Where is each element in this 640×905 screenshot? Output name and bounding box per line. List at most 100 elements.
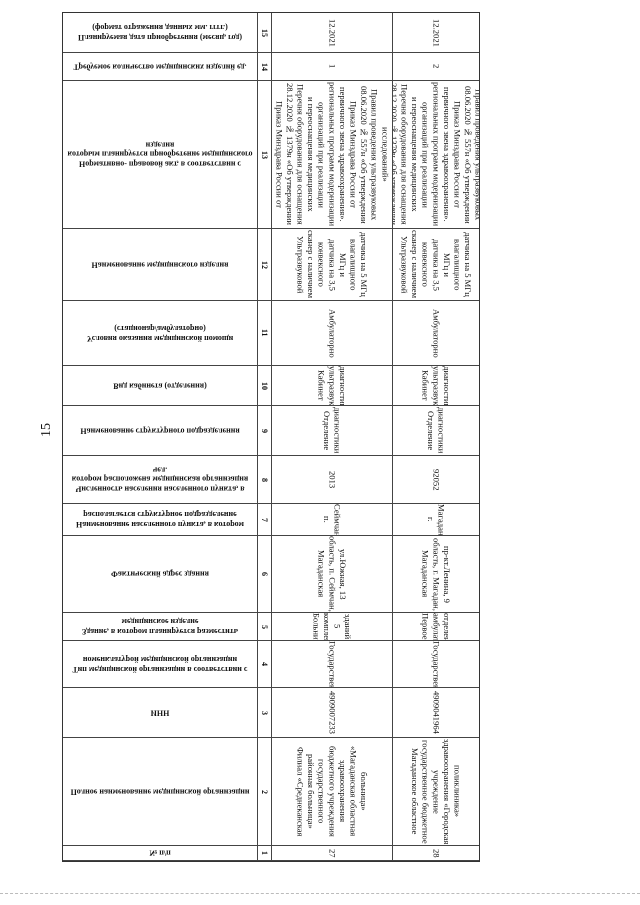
cell-row-28-text: Амбулаторно [431,308,442,358]
cell-row-28: Кабинет ультразвуковой диагностики [393,366,479,406]
column-header: Наименование медицинского изделия [63,229,258,301]
column-number-text: 13 [260,150,269,159]
cell-row-27: 2013 [272,456,393,504]
column-number-text: 12 [260,260,269,269]
cell-row-27-text: 4909007233 [327,691,338,734]
cell-row-27-text: 27 [327,848,338,858]
cell-row-28: Первое амбулаторное отделение [393,613,479,641]
cell-row-27-text: Больничный комплекс 5 зданий [311,613,354,641]
cell-row-27-text: Амбулаторно [327,308,338,358]
column-number: 13 [258,81,272,229]
column-number-text: 3 [260,710,269,715]
cell-row-28-text: Магаданская область, г. Магадан, пр-кт.Л… [420,537,452,611]
cell-row-28: г. Магадан [393,504,479,536]
column-header-text: Требуемое количество медицинских изделий… [73,62,247,72]
cell-row-28-text: 92052 [431,468,442,491]
column-number: 3 [258,688,272,738]
cell-row-28-text: г. Магадан [426,504,447,536]
column-header: Полное наименование медицинской организа… [63,738,258,846]
column-number: 14 [258,53,272,81]
column-number: 4 [258,641,272,688]
cell-row-27: Больничный комплекс 5 зданий [272,613,393,641]
column-number: 6 [258,536,272,613]
cell-row-28: Амбулаторно [393,301,479,366]
cell-row-27: Амбулаторно [272,301,393,366]
cell-row-27: 4909007233 [272,688,393,738]
column-header-text: Нормативно- правовой акт, в соответствии… [67,140,253,169]
cell-row-28: Ультразвуковой сканер с наличием конвекс… [393,229,479,301]
column-number: 7 [258,504,272,536]
cell-row-27: Приказ Минздрава России от 28.12.2020 № … [272,81,393,229]
column-header: Планируемая дата приобретения (месяц, го… [63,13,258,53]
equipment-table: Планируемая дата приобретения (месяц, го… [62,12,480,862]
cell-row-28-text: Государственная [431,641,442,688]
column-number-text: 11 [260,329,269,337]
column-number-text: 5 [260,624,269,629]
cell-row-28: Магаданская область, г. Магадан, пр-кт.Л… [393,536,479,613]
cell-row-28: 4909041964 [393,688,479,738]
column-number-text: 15 [260,28,269,37]
column-number-text: 9 [260,428,269,433]
column-header-text: ИНН [150,708,170,718]
cell-row-28-text: 4909041964 [431,691,442,734]
column-number: 10 [258,366,272,406]
column-number: 2 [258,738,272,846]
column-number: 11 [258,301,272,366]
column-number: 5 [258,613,272,641]
column-number-text: 4 [260,662,269,666]
column-header: Здание, в котором планируется разместить… [63,613,258,641]
cell-row-28: 12.2021 [393,13,479,53]
column-header-text: Численность населения населенного пункта… [71,465,249,494]
cell-row-27: Отделение диагностики [272,406,393,456]
column-header: Наименование населенного пункта, в котор… [63,504,258,536]
cell-row-28-text: Первое амбулаторное отделение [420,613,452,641]
column-header-text: Наименование медицинского изделия [91,260,229,270]
cell-row-27: 1 [272,53,393,81]
column-header-text: Фактический адрес здания [111,569,209,579]
cell-row-27: Филиал «Среднеканская районная больница»… [272,738,393,846]
column-header-text: Полное наименование медицинской организа… [70,787,250,797]
column-header-text: Наименование населенного пункта, в котор… [76,510,244,530]
column-number-text: 6 [260,572,269,576]
page-number: 15 [39,423,54,437]
column-header-text: Вид кабинета (отделения) [113,381,207,391]
column-header-text: Планируемая дата приобретения (месяц, го… [77,23,243,43]
cell-row-27-text: 1 [327,64,338,69]
cell-row-28: Приказ Минздрава России от 28.12.2020 № … [393,81,479,229]
cell-row-27-text: Отделение диагностики [322,407,343,454]
cell-row-27: Государственная [272,641,393,688]
column-number-text: 7 [260,517,269,522]
column-header: Требуемое количество медицинских изделий… [63,53,258,81]
column-header: Тип медицинской организации в соответств… [63,641,258,688]
cell-row-28: 28 [393,846,479,861]
cell-row-28-text: 28 [431,848,442,858]
column-header-text: Здание, в котором планируется разместить… [82,617,238,637]
cell-row-28-text: 12.2021 [431,18,442,47]
column-header: Фактический адрес здания [63,536,258,613]
cell-row-27-text: Кабинет ультразвуковой диагностики [316,366,348,406]
cell-row-27-text: Магаданская область, п. Сеймчан, ул.Южна… [316,536,348,612]
cell-row-28-text: 2 [431,64,442,69]
cell-row-28-text: Магаданское областное государственное бю… [410,738,463,845]
cell-row-27: 27 [272,846,393,861]
cell-row-27-text: Государственная [327,641,338,688]
column-header-text: Тип медицинской организации в соответств… [72,655,248,674]
column-number-text: 10 [260,381,269,390]
cell-row-28: 2 [393,53,479,81]
cell-row-27-text: 12.2021 [327,18,338,47]
column-number: 8 [258,456,272,504]
column-header-text: № п/п [149,848,171,858]
cell-row-28-text: Ультразвуковой сканер с наличием конвекс… [399,230,474,299]
cell-row-27: п. Сеймчан [272,504,393,536]
cell-row-28: 92052 [393,456,479,504]
column-header: Наименование структурного подразделения [63,406,258,456]
column-header: ИНН [63,688,258,738]
cell-row-27-text: Ультразвуковой сканер с наличием конвекс… [295,230,370,299]
column-number-text: 8 [260,477,269,482]
footer-divider [0,893,640,894]
cell-row-28: Магаданское областное государственное бю… [393,738,479,846]
column-header: Вид кабинета (отделения) [63,366,258,406]
cell-row-27-text: 2013 [327,470,338,489]
column-header: Условия оказания медицинской помощи (ста… [63,301,258,366]
cell-row-27: 12.2021 [272,13,393,53]
